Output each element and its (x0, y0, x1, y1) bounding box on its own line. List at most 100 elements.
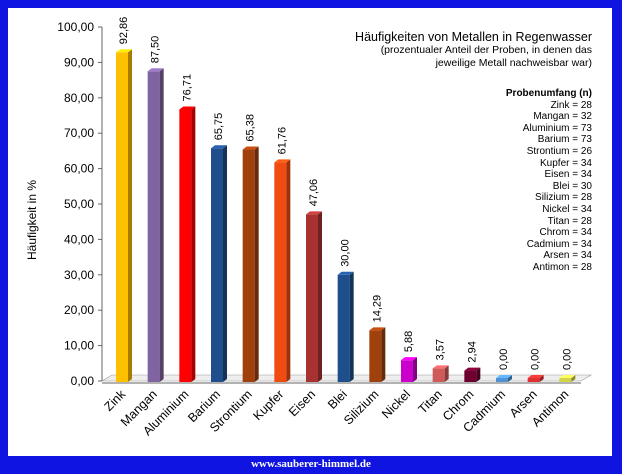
y-tick-label: 10,00 (64, 339, 94, 353)
x-tick-label: Nickel (379, 387, 413, 421)
x-tick-label: Silizium (341, 387, 381, 427)
sample-size-entry: Chrom = 34 (539, 227, 592, 239)
bar-side (444, 365, 449, 382)
y-tick-label: 0,00 (71, 374, 95, 388)
data-label: 14,29 (371, 295, 383, 323)
bar (496, 375, 512, 382)
bar-front (432, 368, 445, 382)
bar (147, 68, 164, 382)
sample-size-entry: Nickel = 34 (542, 203, 592, 215)
data-label: 65,38 (245, 114, 257, 142)
bar-top (211, 145, 227, 149)
bar-front (211, 148, 223, 382)
chart-title-block: Häufigkeiten von Metallen in Regenwasser… (355, 30, 592, 70)
bar (179, 106, 196, 383)
bar (464, 367, 481, 382)
bar-front (306, 214, 318, 382)
bar-front (242, 149, 255, 382)
bar-chart: 0,00 10,00 20,00 30,00 40,00 50,00 60,00 70,00 8… (25, 17, 593, 439)
bar-front (369, 330, 382, 382)
bar-front (464, 370, 477, 382)
data-label: 87,50 (150, 36, 162, 64)
bar-front (116, 52, 128, 382)
x-tick-labels: ZinkManganAluminiumBariumStrontiumKupfer… (102, 387, 572, 439)
bar-front (496, 378, 508, 382)
x-tick-label: Kupfer (251, 387, 287, 423)
sample-size-entry: Antimon = 28 (532, 261, 592, 273)
bar-side (159, 68, 164, 382)
bar (242, 146, 259, 382)
bar-side (286, 159, 291, 382)
sample-size-entry: Barium = 73 (537, 134, 592, 146)
bar-top (464, 367, 481, 371)
data-label: 3,57 (435, 339, 447, 360)
bar-side (318, 211, 322, 382)
bar-top (432, 365, 449, 369)
data-label: 76,71 (181, 74, 193, 102)
data-label: 2,94 (466, 341, 478, 362)
sample-size-entry: Silizium = 28 (535, 192, 592, 204)
bar (211, 145, 227, 382)
bar-top (559, 375, 576, 378)
bar-side (539, 375, 544, 382)
bar (432, 365, 449, 382)
data-label: 47,06 (308, 179, 320, 207)
bar-top (369, 327, 386, 331)
bar-top (401, 357, 417, 361)
bar-top (147, 68, 164, 72)
bar-side (128, 49, 132, 382)
bar-top (116, 49, 132, 53)
sample-size-entry: Mangan = 32 (533, 111, 592, 123)
bar (369, 327, 386, 382)
bar-side (254, 146, 259, 382)
bar-front (147, 71, 160, 382)
data-label: 0,00 (561, 349, 573, 370)
bar-front (179, 109, 192, 383)
bars (116, 49, 576, 383)
sample-size-entry: Blei = 30 (552, 180, 592, 192)
bar (401, 357, 417, 382)
bar-top (242, 146, 259, 150)
chart-subtitle-line-1: (prozentualer Anteil der Proben, in dene… (380, 44, 592, 56)
y-tick-label: 70,00 (64, 126, 94, 140)
sample-size-entry: Eisen = 34 (544, 169, 592, 181)
sample-size-entry: Kupfer = 34 (540, 157, 592, 169)
sample-size-list: Probenumfang (n) Zink = 28 Mangan = 32 Alu… (506, 88, 592, 274)
bar-side (381, 327, 386, 382)
bar-front (337, 274, 350, 382)
bar-side (413, 357, 417, 382)
bar-top (527, 375, 544, 378)
chart-title: Häufigkeiten von Metallen in Regenwasser (355, 30, 592, 44)
bar-top (496, 375, 512, 378)
y-tick-label: 100,00 (57, 20, 94, 34)
footer-url: www.sauberer-himmel.de (251, 458, 371, 470)
bar (559, 375, 576, 382)
sample-size-entry: Arsen = 34 (543, 250, 592, 262)
data-label: 5,88 (403, 331, 415, 352)
bar-side (571, 375, 576, 382)
sample-size-entry: Aluminium = 73 (522, 122, 592, 134)
sample-size-entry: Zink = 28 (550, 99, 592, 111)
bar (274, 159, 291, 382)
bar-top (306, 211, 322, 215)
x-tick-label: Blei (325, 387, 350, 412)
bar-side (508, 375, 512, 382)
data-label: 30,00 (340, 239, 352, 267)
bar-top (274, 159, 291, 163)
data-label: 0,00 (530, 349, 542, 370)
bar-top (337, 271, 354, 275)
bar (306, 211, 322, 382)
data-label: 92,86 (118, 17, 130, 45)
data-label: 61,76 (276, 127, 288, 155)
bar-front (527, 378, 540, 382)
bar-side (349, 271, 354, 382)
y-tick-label: 60,00 (64, 162, 94, 176)
data-label: 0,00 (498, 349, 510, 370)
y-tick-label: 40,00 (64, 232, 94, 246)
bar-side (476, 367, 481, 382)
sample-size-entry: Strontium = 26 (526, 145, 592, 157)
data-labels: 92,86 87,50 76,71 65,75 65,38 61,76 47,06 30,00… (118, 17, 573, 370)
chart-frame: 0,00 10,00 20,00 30,00 40,00 50,00 60,00 70,00 8… (8, 8, 612, 456)
y-tick-labels: 0,00 10,00 20,00 30,00 40,00 50,00 60,00 70,00 8… (57, 20, 102, 388)
bar-side (191, 106, 196, 383)
